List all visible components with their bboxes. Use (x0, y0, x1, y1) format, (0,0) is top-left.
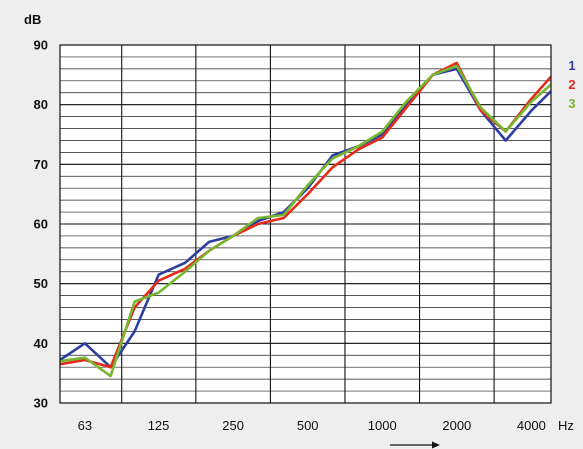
y-tick-label: 60 (34, 217, 48, 232)
increasing-frequency-arrow (390, 441, 440, 449)
legend-entry-2: 2 (568, 77, 575, 92)
x-axis-unit-label: Hz (558, 418, 574, 433)
y-tick-label: 90 (34, 38, 48, 53)
legend-entry-3: 3 (568, 96, 575, 111)
y-tick-label: 50 (34, 276, 48, 291)
x-tick-label: 2000 (442, 418, 471, 433)
legend-entry-1: 1 (568, 58, 575, 73)
y-tick-label: 40 (34, 336, 48, 351)
grid (60, 44, 551, 404)
x-tick-label: 125 (148, 418, 170, 433)
x-tick-labels: 63 125 250 500 1000 2000 4000 (78, 418, 546, 433)
y-tick-label: 70 (34, 157, 48, 172)
legend: 1 2 3 (568, 58, 575, 111)
x-tick-label: 63 (78, 418, 92, 433)
arrow-head (432, 441, 440, 449)
x-tick-label: 250 (222, 418, 244, 433)
series-lines (60, 61, 551, 378)
x-tick-label: 4000 (517, 418, 546, 433)
y-tick-labels: 30 40 50 60 70 80 90 (34, 38, 48, 411)
y-tick-label: 30 (34, 396, 48, 411)
y-tick-label: 80 (34, 97, 48, 112)
x-tick-label: 1000 (368, 418, 397, 433)
plot-frame (59, 44, 552, 404)
x-tick-label: 500 (297, 418, 319, 433)
series-line-3 (60, 64, 551, 378)
y-axis-unit-label: dB (24, 12, 41, 27)
